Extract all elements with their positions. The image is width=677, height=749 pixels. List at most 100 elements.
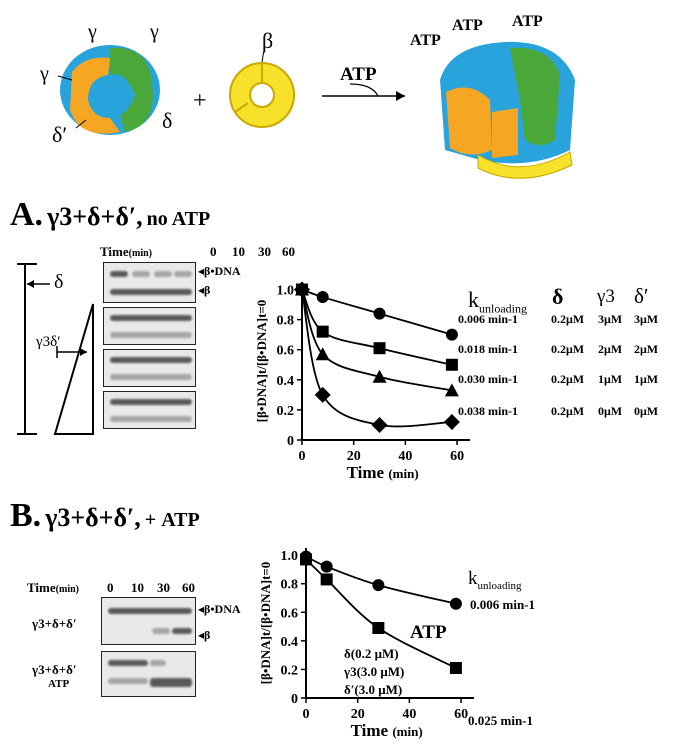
- y-tick-label: 1.0: [281, 549, 299, 564]
- y-tick-label: 0.2: [277, 404, 295, 419]
- data-point: [443, 413, 460, 430]
- x-axis-label: Time (min): [351, 721, 423, 740]
- series-line: [305, 555, 457, 605]
- data-point: [445, 358, 458, 371]
- data-point: [372, 622, 385, 634]
- x-tick-label: 0: [299, 449, 306, 464]
- panel-a-delta-prime-header: δ′: [634, 284, 649, 308]
- data-point: [371, 416, 388, 433]
- data-point: [445, 328, 458, 341]
- panel-b-chart: 0 0.2 0.4 0.6 0.8 1.0 0 20 40 60 Time (min) [β•DNA]…: [258, 548, 474, 740]
- panel-b-atp-status: + ATP: [144, 509, 200, 531]
- data-point: [372, 579, 385, 592]
- series-line: [301, 288, 453, 336]
- gamma-complex-illustration: [60, 45, 160, 135]
- delta-prime-label: δ′: [52, 122, 67, 147]
- gamma-delta-prime-titration-label: γ3δ′: [36, 334, 61, 350]
- data-point: [320, 560, 333, 573]
- data-point: [444, 383, 459, 397]
- x-axis-unit: (min): [392, 724, 422, 739]
- y-tick-label: 0.6: [277, 344, 295, 359]
- series-line: [301, 289, 452, 428]
- lane-label-no-atp: γ3+δ+δ′: [32, 616, 77, 631]
- band-label-beta-dna-a: ◂β•DNA: [198, 264, 241, 278]
- gel-lane-b1: [101, 597, 196, 645]
- panel-a-condition: γ3+δ+δ′,: [47, 202, 143, 231]
- panel-b-title: B. γ3+δ+δ′, + ATP: [10, 497, 200, 535]
- panel-b-k-atp: 0.025 min-1: [468, 713, 533, 728]
- x-axis-unit: (min): [388, 466, 418, 481]
- atp-label: ATP: [512, 13, 543, 30]
- y-axis-label: [β•DNA]t/[β•DNA]t=0: [254, 300, 269, 423]
- gel-lane-a4: [103, 391, 196, 429]
- gamma-label: γ: [39, 63, 49, 85]
- data-point: [449, 597, 462, 610]
- y-tick-label: 0.4: [277, 374, 295, 389]
- panel-b-letter: B.: [10, 497, 42, 534]
- panel-b-k-header: kunloading: [468, 568, 522, 592]
- y-tick-label: 0.8: [277, 314, 295, 329]
- data-point: [316, 325, 329, 338]
- y-tick-label: 0.2: [281, 663, 299, 678]
- data-point: [314, 386, 331, 403]
- atp-arrow-label: ATP: [340, 64, 377, 85]
- y-tick-label: 0.6: [281, 606, 299, 621]
- gel-lane-a3: [103, 349, 196, 387]
- panel-a-chart: 0 0.2 0.4 0.6 0.8 1.0 0 20 40 60 Time (min) [β•DNA]…: [254, 281, 470, 482]
- clamp-loading-scheme: γ γ γ δ′ δ + β ATP ATP ATP ATP: [39, 13, 575, 179]
- panel-a-atp-status: no ATP: [146, 208, 211, 230]
- panel-a-title: A. γ3+δ+δ′, no ATP: [10, 196, 210, 234]
- band-label-beta-b: ◂β: [198, 628, 211, 642]
- clamp-loader-complex-illustration: [440, 41, 575, 179]
- data-point: [449, 662, 462, 674]
- lane-label-atp: ATP: [48, 678, 70, 690]
- x-tick-label: 20: [347, 449, 361, 464]
- panel-a-gamma-header: γ3: [597, 286, 615, 307]
- x-tick-label: 60: [450, 449, 464, 464]
- panel-a-delta-header: δ: [552, 284, 564, 309]
- x-axis-label: Time (min): [347, 463, 419, 482]
- lane-label-with-atp: γ3+δ+δ′: [32, 662, 77, 677]
- y-tick-label: 0.4: [281, 635, 299, 650]
- panel-b-conditions: δ(0.2 μM) γ3(3.0 μM) δ′(3.0 μM): [344, 646, 405, 697]
- y-tick-label: 0.8: [281, 578, 299, 593]
- data-point: [294, 281, 310, 298]
- beta-label: β: [262, 28, 273, 53]
- delta-titration-label: δ: [54, 271, 64, 293]
- data-point: [315, 347, 330, 361]
- gel-lane-b2: [101, 651, 196, 697]
- band-label-beta-a: ◂β: [198, 283, 211, 297]
- x-tick-label: 60: [454, 707, 468, 722]
- panel-b-time-header: Time(min) 0 10 30 60: [27, 580, 195, 595]
- beta-clamp-illustration: [229, 62, 295, 128]
- series-line: [301, 289, 453, 366]
- atp-label: ATP: [452, 17, 483, 34]
- series-line: [305, 558, 457, 669]
- data-point: [320, 573, 333, 586]
- data-point: [372, 369, 387, 383]
- y-tick-label: 0: [287, 434, 294, 449]
- panel-a-letter: A.: [10, 196, 44, 233]
- panel-b-atp-curve-label: ATP: [410, 622, 447, 643]
- data-point: [300, 553, 312, 566]
- band-label-beta-dna-b: ◂β•DNA: [198, 602, 241, 616]
- atp-label: ATP: [410, 32, 441, 49]
- gamma-label: γ: [149, 21, 159, 43]
- y-axis-label: [β•DNA]t/[β•DNA]t=0: [258, 562, 273, 685]
- y-tick-label: 0: [291, 692, 298, 707]
- gel-lane-a1: [103, 262, 196, 303]
- panel-a-k-header: kunloading: [468, 287, 527, 316]
- x-tick-label: 0: [303, 707, 310, 722]
- titration-bracket: [17, 263, 94, 435]
- panel-a-time-header: Time(min) 0 10 30 60: [100, 244, 295, 259]
- x-tick-label: 40: [398, 449, 412, 464]
- y-tick-label: 1.0: [277, 284, 295, 299]
- data-point: [373, 307, 386, 320]
- x-tick-label: 20: [351, 707, 365, 722]
- data-point: [316, 291, 329, 304]
- series-line: [301, 289, 453, 392]
- panel-b-k-no-atp: 0.006 min-1: [470, 597, 535, 612]
- data-point: [373, 342, 386, 355]
- gel-lane-a2: [103, 307, 196, 345]
- gamma-label: γ: [87, 21, 97, 43]
